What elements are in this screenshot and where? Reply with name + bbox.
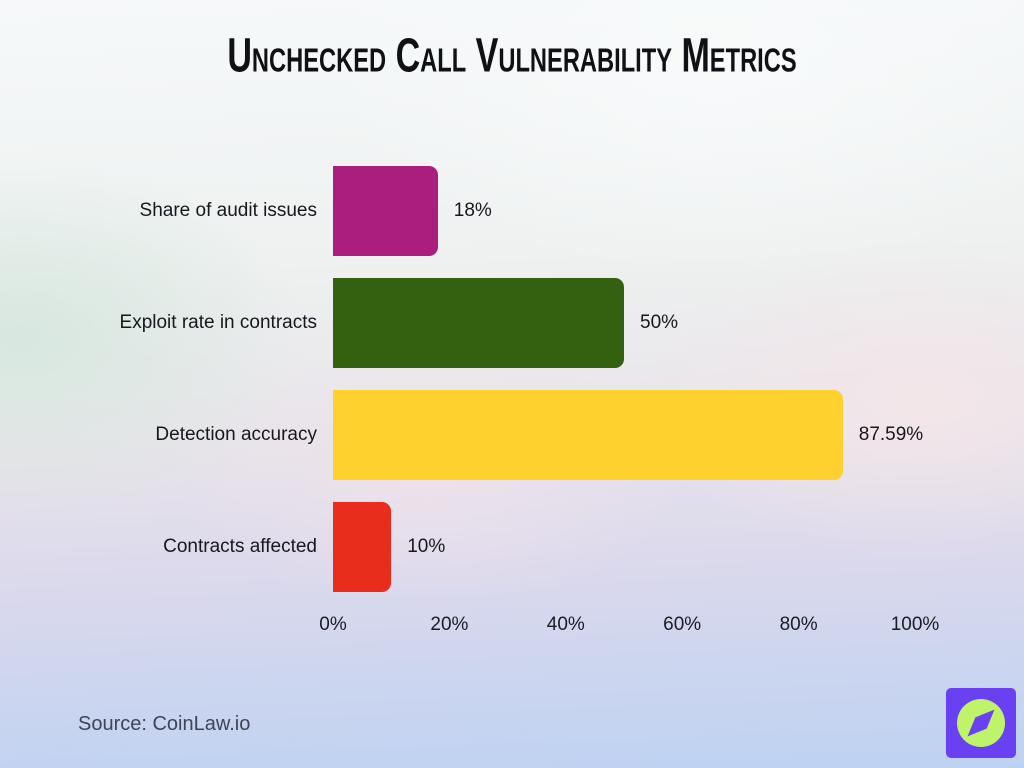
x-tick-label: 40% bbox=[546, 614, 585, 635]
x-tick-label: 60% bbox=[663, 614, 702, 635]
table-row: Share of audit issues 18% bbox=[0, 166, 1024, 256]
bar-rows: Share of audit issues 18% Exploit rate i… bbox=[0, 166, 1024, 592]
value-label: 10% bbox=[407, 536, 446, 557]
table-row: Exploit rate in contracts 50% bbox=[0, 278, 1024, 368]
category-label: Contracts affected bbox=[163, 536, 317, 557]
source-text: Source: CoinLaw.io bbox=[78, 713, 251, 735]
x-tick-label: 80% bbox=[779, 614, 818, 635]
bar bbox=[333, 166, 438, 256]
table-row: Detection accuracy 87.59% bbox=[0, 390, 1024, 480]
bar bbox=[333, 502, 392, 592]
compass-needle-icon bbox=[957, 699, 1005, 747]
chart-title: Unchecked Call Vulnerability Metrics bbox=[227, 27, 797, 83]
x-axis: 0% 20% 40% 60% 80% 100% bbox=[319, 614, 939, 642]
x-tick-label: 0% bbox=[319, 614, 347, 635]
value-label: 18% bbox=[453, 200, 492, 221]
bar bbox=[333, 278, 624, 368]
table-row: Contracts affected 10% bbox=[0, 502, 1024, 592]
value-label: 50% bbox=[640, 312, 679, 333]
bar bbox=[333, 390, 843, 480]
category-label: Exploit rate in contracts bbox=[119, 312, 317, 333]
value-label: 87.59% bbox=[858, 424, 924, 445]
category-label: Detection accuracy bbox=[155, 424, 317, 445]
x-tick-label: 20% bbox=[430, 614, 469, 635]
bar-chart: Share of audit issues 18% Exploit rate i… bbox=[0, 166, 1024, 642]
coinlaw-logo bbox=[946, 688, 1016, 758]
category-label: Share of audit issues bbox=[139, 200, 317, 221]
x-tick-label: 100% bbox=[890, 614, 940, 635]
